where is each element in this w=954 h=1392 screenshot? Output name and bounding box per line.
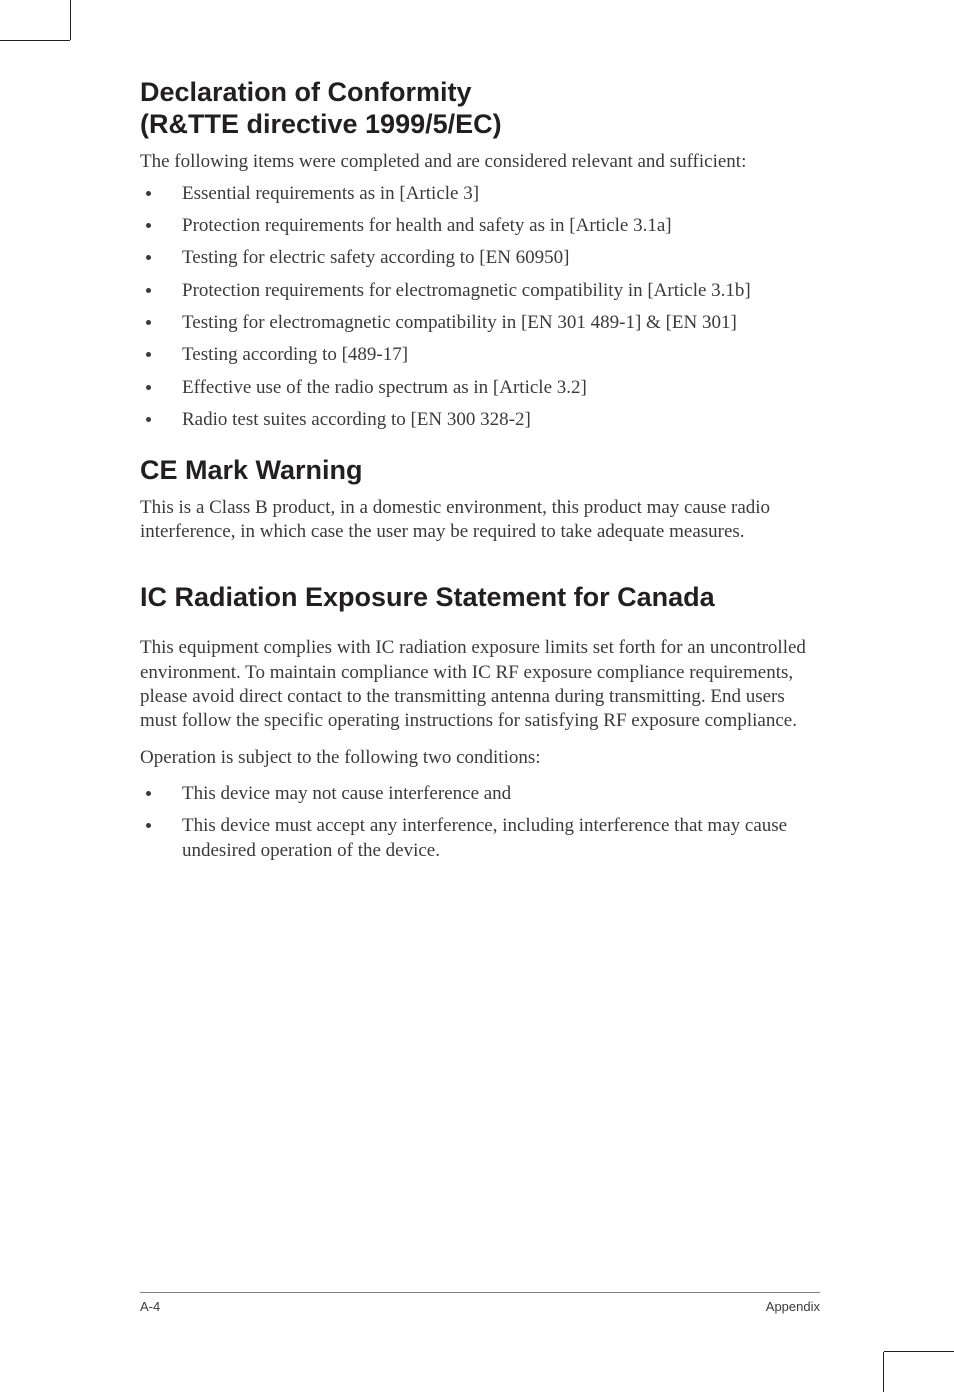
list-item-text: Effective use of the radio spectrum as i… <box>182 377 587 398</box>
list-item: Essential requirements as in [Article 3] <box>140 182 820 206</box>
list-item: Effective use of the radio spectrum as i… <box>140 376 820 400</box>
list-item-text: Protection requirements for health and s… <box>182 215 672 236</box>
section-body: This is a Class B product, in a domestic… <box>140 496 820 545</box>
list-item-text: Essential requirements as in [Article 3] <box>182 183 479 204</box>
section-heading: CE Mark Warning <box>140 454 820 488</box>
section-heading: (R&TTE directive 1999/5/EC) <box>140 108 820 142</box>
list-item: This device must accept any interference… <box>140 814 820 863</box>
bullet-icon <box>146 791 151 796</box>
bullet-icon <box>146 417 151 422</box>
bullet-icon <box>146 255 151 260</box>
bullet-icon <box>146 385 151 390</box>
crop-mark <box>883 1352 884 1392</box>
list-item: Protection requirements for electromagne… <box>140 279 820 303</box>
list-item-text: Testing for electromagnetic compatibilit… <box>182 312 737 333</box>
list-item: Testing for electromagnetic compatibilit… <box>140 311 820 335</box>
bullet-icon <box>146 223 151 228</box>
list-item-text: Testing for electric safety according to… <box>182 247 570 268</box>
bullet-list: Essential requirements as in [Article 3]… <box>140 182 820 433</box>
section-heading: Declaration of Conformity <box>140 76 820 110</box>
list-item-text: Testing according to [489-17] <box>182 344 408 365</box>
bullet-icon <box>146 352 151 357</box>
crop-mark <box>884 1351 954 1352</box>
list-item-text: This device may not cause interference a… <box>182 783 511 804</box>
list-item: Protection requirements for health and s… <box>140 214 820 238</box>
page-number: A-4 <box>140 1299 160 1314</box>
page-content: Declaration of Conformity (R&TTE directi… <box>140 76 820 885</box>
section-body: This equipment complies with IC radiatio… <box>140 636 820 733</box>
crop-mark <box>0 40 70 41</box>
list-item: Testing for electric safety according to… <box>140 246 820 270</box>
bullet-icon <box>146 823 151 828</box>
bullet-icon <box>146 191 151 196</box>
bullet-icon <box>146 288 151 293</box>
section-heading: IC Radiation Exposure Statement for Cana… <box>140 581 820 615</box>
page-footer: A-4 Appendix <box>140 1292 820 1314</box>
section-label: Appendix <box>766 1299 820 1314</box>
list-item: This device may not cause interference a… <box>140 782 820 806</box>
list-item-text: This device must accept any interference… <box>182 815 787 860</box>
bullet-list: This device may not cause interference a… <box>140 782 820 863</box>
list-item: Testing according to [489-17] <box>140 343 820 367</box>
section-body: Operation is subject to the following tw… <box>140 746 820 770</box>
list-item-text: Protection requirements for electromagne… <box>182 280 751 301</box>
list-item-text: Radio test suites according to [EN 300 3… <box>182 409 531 430</box>
crop-mark <box>70 0 71 40</box>
bullet-icon <box>146 320 151 325</box>
section-intro: The following items were completed and a… <box>140 150 820 174</box>
list-item: Radio test suites according to [EN 300 3… <box>140 408 820 432</box>
footer-rule <box>140 1292 820 1293</box>
